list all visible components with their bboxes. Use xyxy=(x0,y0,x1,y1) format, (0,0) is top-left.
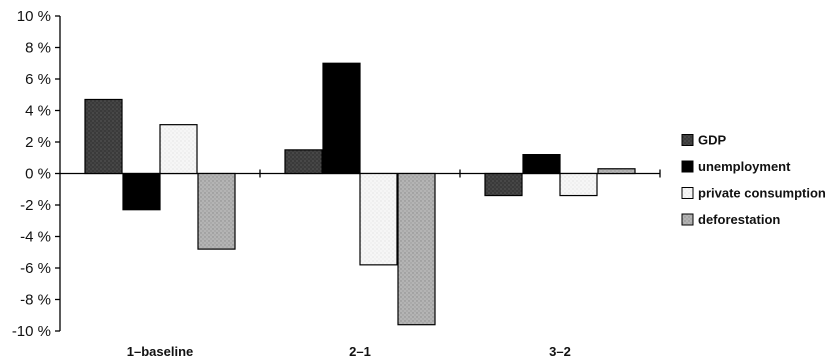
legend-label: deforestation xyxy=(698,212,780,227)
legend-label: private consumption xyxy=(698,186,826,201)
bar-unemployment xyxy=(522,154,561,175)
category-label: 3–2 xyxy=(549,344,571,359)
bar-private-consumption xyxy=(359,172,398,266)
y-tick-label: 2 % xyxy=(25,134,51,151)
legend-swatch xyxy=(681,134,694,146)
legend-swatch xyxy=(681,160,694,173)
y-tick-label: 4 % xyxy=(25,103,51,120)
bar-deforestation xyxy=(597,168,636,175)
category-label: 2–1 xyxy=(349,344,371,359)
bar-gdp xyxy=(84,98,123,175)
y-tick-label: 6 % xyxy=(25,71,51,88)
y-tick-label: -4 % xyxy=(20,229,51,246)
y-tick-label: -6 % xyxy=(20,260,51,277)
y-tick-label: -2 % xyxy=(20,197,51,214)
bars xyxy=(84,62,636,326)
y-tick-label: 10 % xyxy=(17,8,51,25)
category-label: 1–baseline xyxy=(127,344,194,359)
legend-label: unemployment xyxy=(698,159,791,174)
bar-private-consumption xyxy=(159,124,198,175)
y-tick-label: 8 % xyxy=(25,40,51,57)
y-axis: 10 % 8 % 6 % 4 % 2 % 0 % -2 % -4 % -6 % -8 % -10 % xyxy=(12,8,61,340)
y-tick-label: 0 % xyxy=(25,166,51,183)
y-tick-label: -8 % xyxy=(20,292,51,309)
bar-private-consumption xyxy=(559,172,598,197)
legend-label: GDP xyxy=(698,133,727,148)
legend-swatch xyxy=(681,187,694,199)
bar-unemployment xyxy=(122,172,161,211)
legend-swatch xyxy=(681,213,694,226)
bar-unemployment xyxy=(322,62,361,175)
category-labels: 1–baseline 2–1 3–2 xyxy=(127,344,571,359)
bar-gdp xyxy=(284,149,323,175)
bar-deforestation xyxy=(197,172,236,250)
legend: GDP unemployment private consumption defore… xyxy=(681,133,826,227)
y-tick-label: -10 % xyxy=(12,323,51,340)
bar-deforestation xyxy=(397,172,436,326)
bar-gdp xyxy=(484,172,523,197)
